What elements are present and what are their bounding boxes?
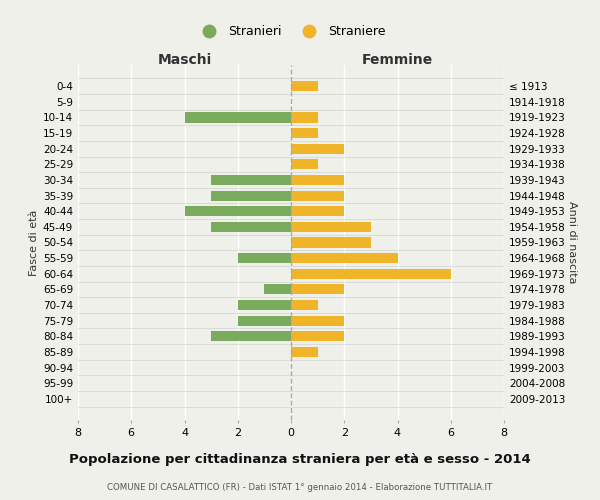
Text: Femmine: Femmine <box>362 54 433 68</box>
Y-axis label: Anni di nascita: Anni di nascita <box>567 201 577 284</box>
Bar <box>291 206 344 216</box>
Text: Popolazione per cittadinanza straniera per età e sesso - 2014: Popolazione per cittadinanza straniera p… <box>69 452 531 466</box>
Bar <box>265 284 291 294</box>
Text: Maschi: Maschi <box>157 54 212 68</box>
Bar <box>291 144 344 154</box>
Bar <box>238 300 291 310</box>
Bar <box>291 300 317 310</box>
Bar <box>185 112 291 122</box>
Bar <box>291 284 344 294</box>
Bar <box>291 128 317 138</box>
Bar <box>211 190 291 200</box>
Bar <box>291 316 344 326</box>
Bar <box>291 112 317 122</box>
Bar <box>291 175 344 185</box>
Bar <box>238 253 291 263</box>
Bar <box>291 160 317 170</box>
Bar <box>238 316 291 326</box>
Legend: Stranieri, Straniere: Stranieri, Straniere <box>193 22 389 42</box>
Text: COMUNE DI CASALATTICO (FR) - Dati ISTAT 1° gennaio 2014 - Elaborazione TUTTITALI: COMUNE DI CASALATTICO (FR) - Dati ISTAT … <box>107 482 493 492</box>
Bar <box>185 206 291 216</box>
Y-axis label: Fasce di età: Fasce di età <box>29 210 39 276</box>
Bar <box>291 347 317 357</box>
Bar <box>291 238 371 248</box>
Bar <box>291 331 344 342</box>
Bar <box>211 222 291 232</box>
Bar <box>211 175 291 185</box>
Bar <box>291 190 344 200</box>
Bar <box>291 222 371 232</box>
Bar <box>291 253 398 263</box>
Bar <box>211 331 291 342</box>
Bar <box>291 81 317 92</box>
Bar <box>291 268 451 279</box>
